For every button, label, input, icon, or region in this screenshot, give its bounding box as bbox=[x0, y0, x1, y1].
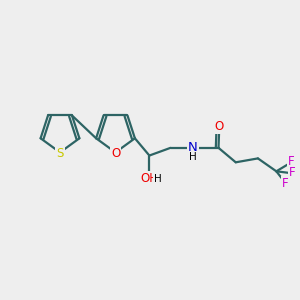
Text: O: O bbox=[111, 147, 120, 161]
Text: H: H bbox=[154, 174, 162, 184]
Text: O: O bbox=[214, 120, 224, 133]
Text: S: S bbox=[56, 147, 64, 161]
Text: F: F bbox=[288, 155, 295, 168]
Text: F: F bbox=[289, 166, 295, 179]
Text: H: H bbox=[189, 152, 197, 162]
Text: N: N bbox=[188, 141, 198, 154]
Text: F: F bbox=[282, 177, 289, 190]
Text: OH: OH bbox=[140, 172, 158, 185]
